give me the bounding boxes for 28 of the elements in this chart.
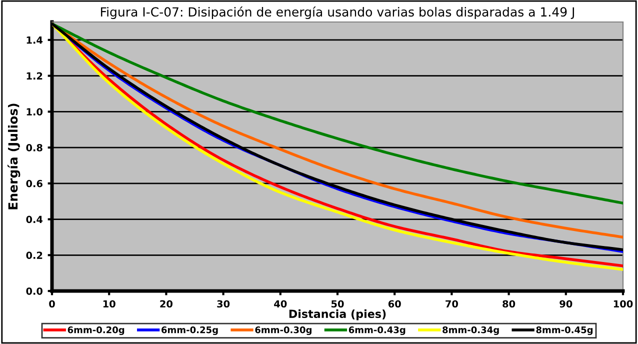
chart-title: Figura I-C-07: Disipación de energía usando varias bolas disparadas a 1.49 J (101, 6, 574, 20)
x-tick-label: 10 (103, 300, 116, 308)
legend-label: 6mm-0.25g (162, 326, 218, 336)
x-axis-title: Distancia (pies) (289, 309, 386, 320)
x-tick-label: 70 (446, 300, 458, 308)
legend-label: 8mm-0.34g (442, 326, 499, 336)
y-tick-label: 1.0 (26, 108, 43, 116)
y-tick-label: 0.4 (26, 216, 43, 224)
y-tick-label: 1.2 (26, 72, 42, 80)
x-tick-label: 50 (331, 300, 344, 308)
x-tick-label: 80 (502, 300, 516, 308)
y-tick-label: 0.2 (26, 252, 42, 259)
x-tick-label: 100 (614, 300, 633, 308)
x-tick-label: 20 (160, 300, 172, 308)
legend-label: 8mm-0.45g (536, 326, 593, 336)
legend-label: 6mm-0.43g (348, 326, 406, 336)
legend-label: 6mm-0.20g (68, 326, 124, 336)
x-tick-label: 60 (388, 300, 401, 308)
y-axis-title: Energía (Julios) (8, 104, 20, 210)
x-tick-label: 30 (217, 300, 230, 308)
y-tick-label: 0.0 (26, 287, 43, 295)
y-tick-label: 1.4 (26, 36, 43, 44)
legend-label: 6mm-0.30g (255, 326, 312, 336)
x-tick-label: 40 (274, 300, 287, 308)
x-tick-label: 0 (49, 300, 55, 308)
x-tick-label: 90 (560, 300, 572, 308)
y-tick-label: 0.6 (26, 180, 42, 188)
y-tick-label: 0.8 (26, 144, 42, 152)
